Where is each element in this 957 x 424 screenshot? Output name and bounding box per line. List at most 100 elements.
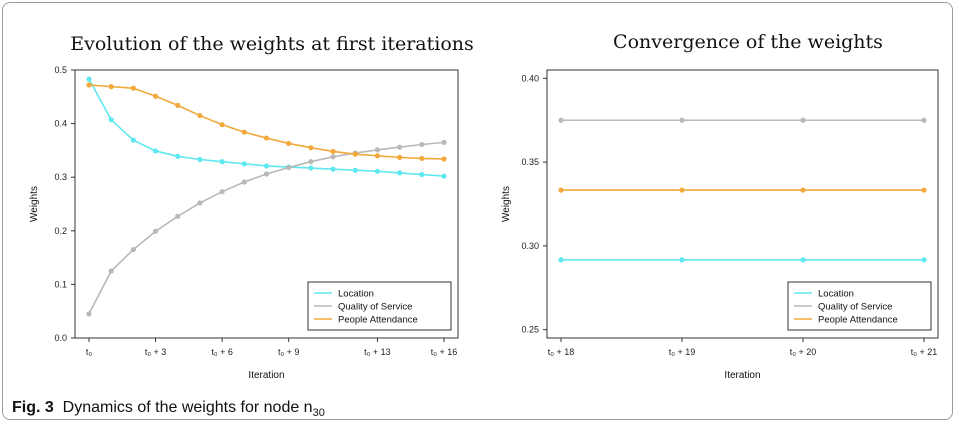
data-point-quality-of-service [419,141,425,148]
data-point-people-attendance [86,82,92,88]
data-point-quality-of-service [330,154,336,160]
x-tick-label: t₀ + 18 [548,347,575,357]
chart-evolution: Evolution of the weights at first iterat… [29,33,474,381]
legend-label: Quality of Service [818,302,892,313]
x-tick-label: t₀ + 6 [211,347,233,357]
x-tick-label: t₀ + 13 [364,347,391,357]
data-point-people-attendance [263,135,270,141]
y-axis-label: Weights [501,186,512,222]
data-point-location [130,137,136,143]
data-point-location [330,166,336,172]
data-point-people-attendance [397,154,403,160]
y-tick-label: 0.30 [521,241,539,251]
data-point-location [308,165,314,171]
y-tick-label: 0.40 [521,73,539,83]
data-point-location [921,257,927,263]
data-point-location [263,163,270,169]
y-tick-label: 0.35 [521,157,539,167]
data-point-people-attendance [800,187,806,193]
plot-area [546,69,939,339]
data-point-location [352,167,358,173]
data-point-location [374,168,381,174]
data-point-location [419,171,425,178]
data-point-quality-of-service [441,139,447,145]
data-point-quality-of-service [308,159,314,165]
data-point-location [152,148,159,154]
data-point-people-attendance [308,145,314,151]
data-point-people-attendance [921,187,927,193]
data-point-people-attendance [175,102,181,108]
data-point-location [241,161,247,167]
legend-label: Quality of Service [338,302,412,313]
legend-label: Location [338,289,374,300]
y-tick-label: 0.25 [521,325,539,335]
figure-caption: Fig. 3 Dynamics of the weights for node … [12,399,325,419]
data-point-people-attendance [219,122,225,128]
data-point-quality-of-service [86,311,92,317]
data-point-people-attendance [419,155,425,162]
chart-title: Convergence of the weights [613,31,883,53]
y-tick-label: 0.5 [54,65,67,75]
data-point-quality-of-service [800,117,806,123]
data-point-people-attendance [197,112,203,119]
data-point-quality-of-service [197,200,203,206]
data-point-location [108,117,114,123]
caption-text: Dynamics of the weights for node n [62,399,313,416]
data-point-location [558,257,564,263]
y-tick-label: 0.4 [54,119,67,129]
x-tick-label: t₀ [86,347,93,357]
data-point-quality-of-service [286,164,292,171]
legend-label: Location [818,289,854,300]
data-point-quality-of-service [108,268,114,274]
data-point-quality-of-service [152,228,159,234]
data-point-people-attendance [441,156,447,162]
x-tick-label: t₀ + 21 [911,347,938,357]
chart-convergence: Convergence of the weights 0.25 0.30 0.35 0.… [501,31,939,381]
legend-label: People Attendance [338,315,418,326]
data-point-quality-of-service [241,179,247,185]
data-point-people-attendance [286,140,292,147]
x-tick-label: t₀ + 9 [278,347,300,357]
data-point-people-attendance [108,84,114,90]
data-point-people-attendance [558,187,564,193]
data-point-location [197,156,203,163]
data-point-people-attendance [679,187,685,193]
data-point-people-attendance [152,93,159,99]
data-point-quality-of-service [679,117,685,123]
data-point-people-attendance [352,151,358,157]
x-tick-label: t₀ + 19 [669,347,696,357]
data-point-location [800,257,806,263]
series-line-location [88,78,445,177]
data-point-location [86,76,92,82]
y-tick-label: 0.2 [54,226,67,236]
x-tick-label: t₀ + 16 [431,347,458,357]
data-point-quality-of-service [263,171,270,177]
data-point-people-attendance [241,129,247,135]
y-tick-label: 0.3 [54,172,67,182]
data-point-quality-of-service [397,144,403,150]
chart-title: Evolution of the weights at first iterat… [70,33,474,55]
plot-area [74,69,459,339]
y-tick-label: 0.0 [54,333,67,343]
data-point-quality-of-service [374,147,381,153]
data-point-people-attendance [330,148,336,155]
data-point-people-attendance [374,153,381,159]
data-point-quality-of-service [558,117,564,123]
data-point-location [219,159,225,165]
data-point-quality-of-service [219,189,225,195]
x-axis-label: Iteration [724,370,760,381]
data-point-location [679,257,685,263]
data-point-location [397,170,403,176]
data-point-quality-of-service [921,117,927,123]
data-point-location [175,153,181,159]
x-tick-label: t₀ + 20 [790,347,817,357]
caption-label: Fig. 3 [12,399,54,416]
x-axis-label: Iteration [248,370,284,381]
data-point-quality-of-service [130,246,136,253]
legend-label: People Attendance [818,315,898,326]
data-point-people-attendance [130,85,136,91]
data-point-quality-of-service [175,213,181,219]
caption-subscript: 30 [312,407,325,420]
x-tick-label: t₀ + 3 [145,347,167,357]
